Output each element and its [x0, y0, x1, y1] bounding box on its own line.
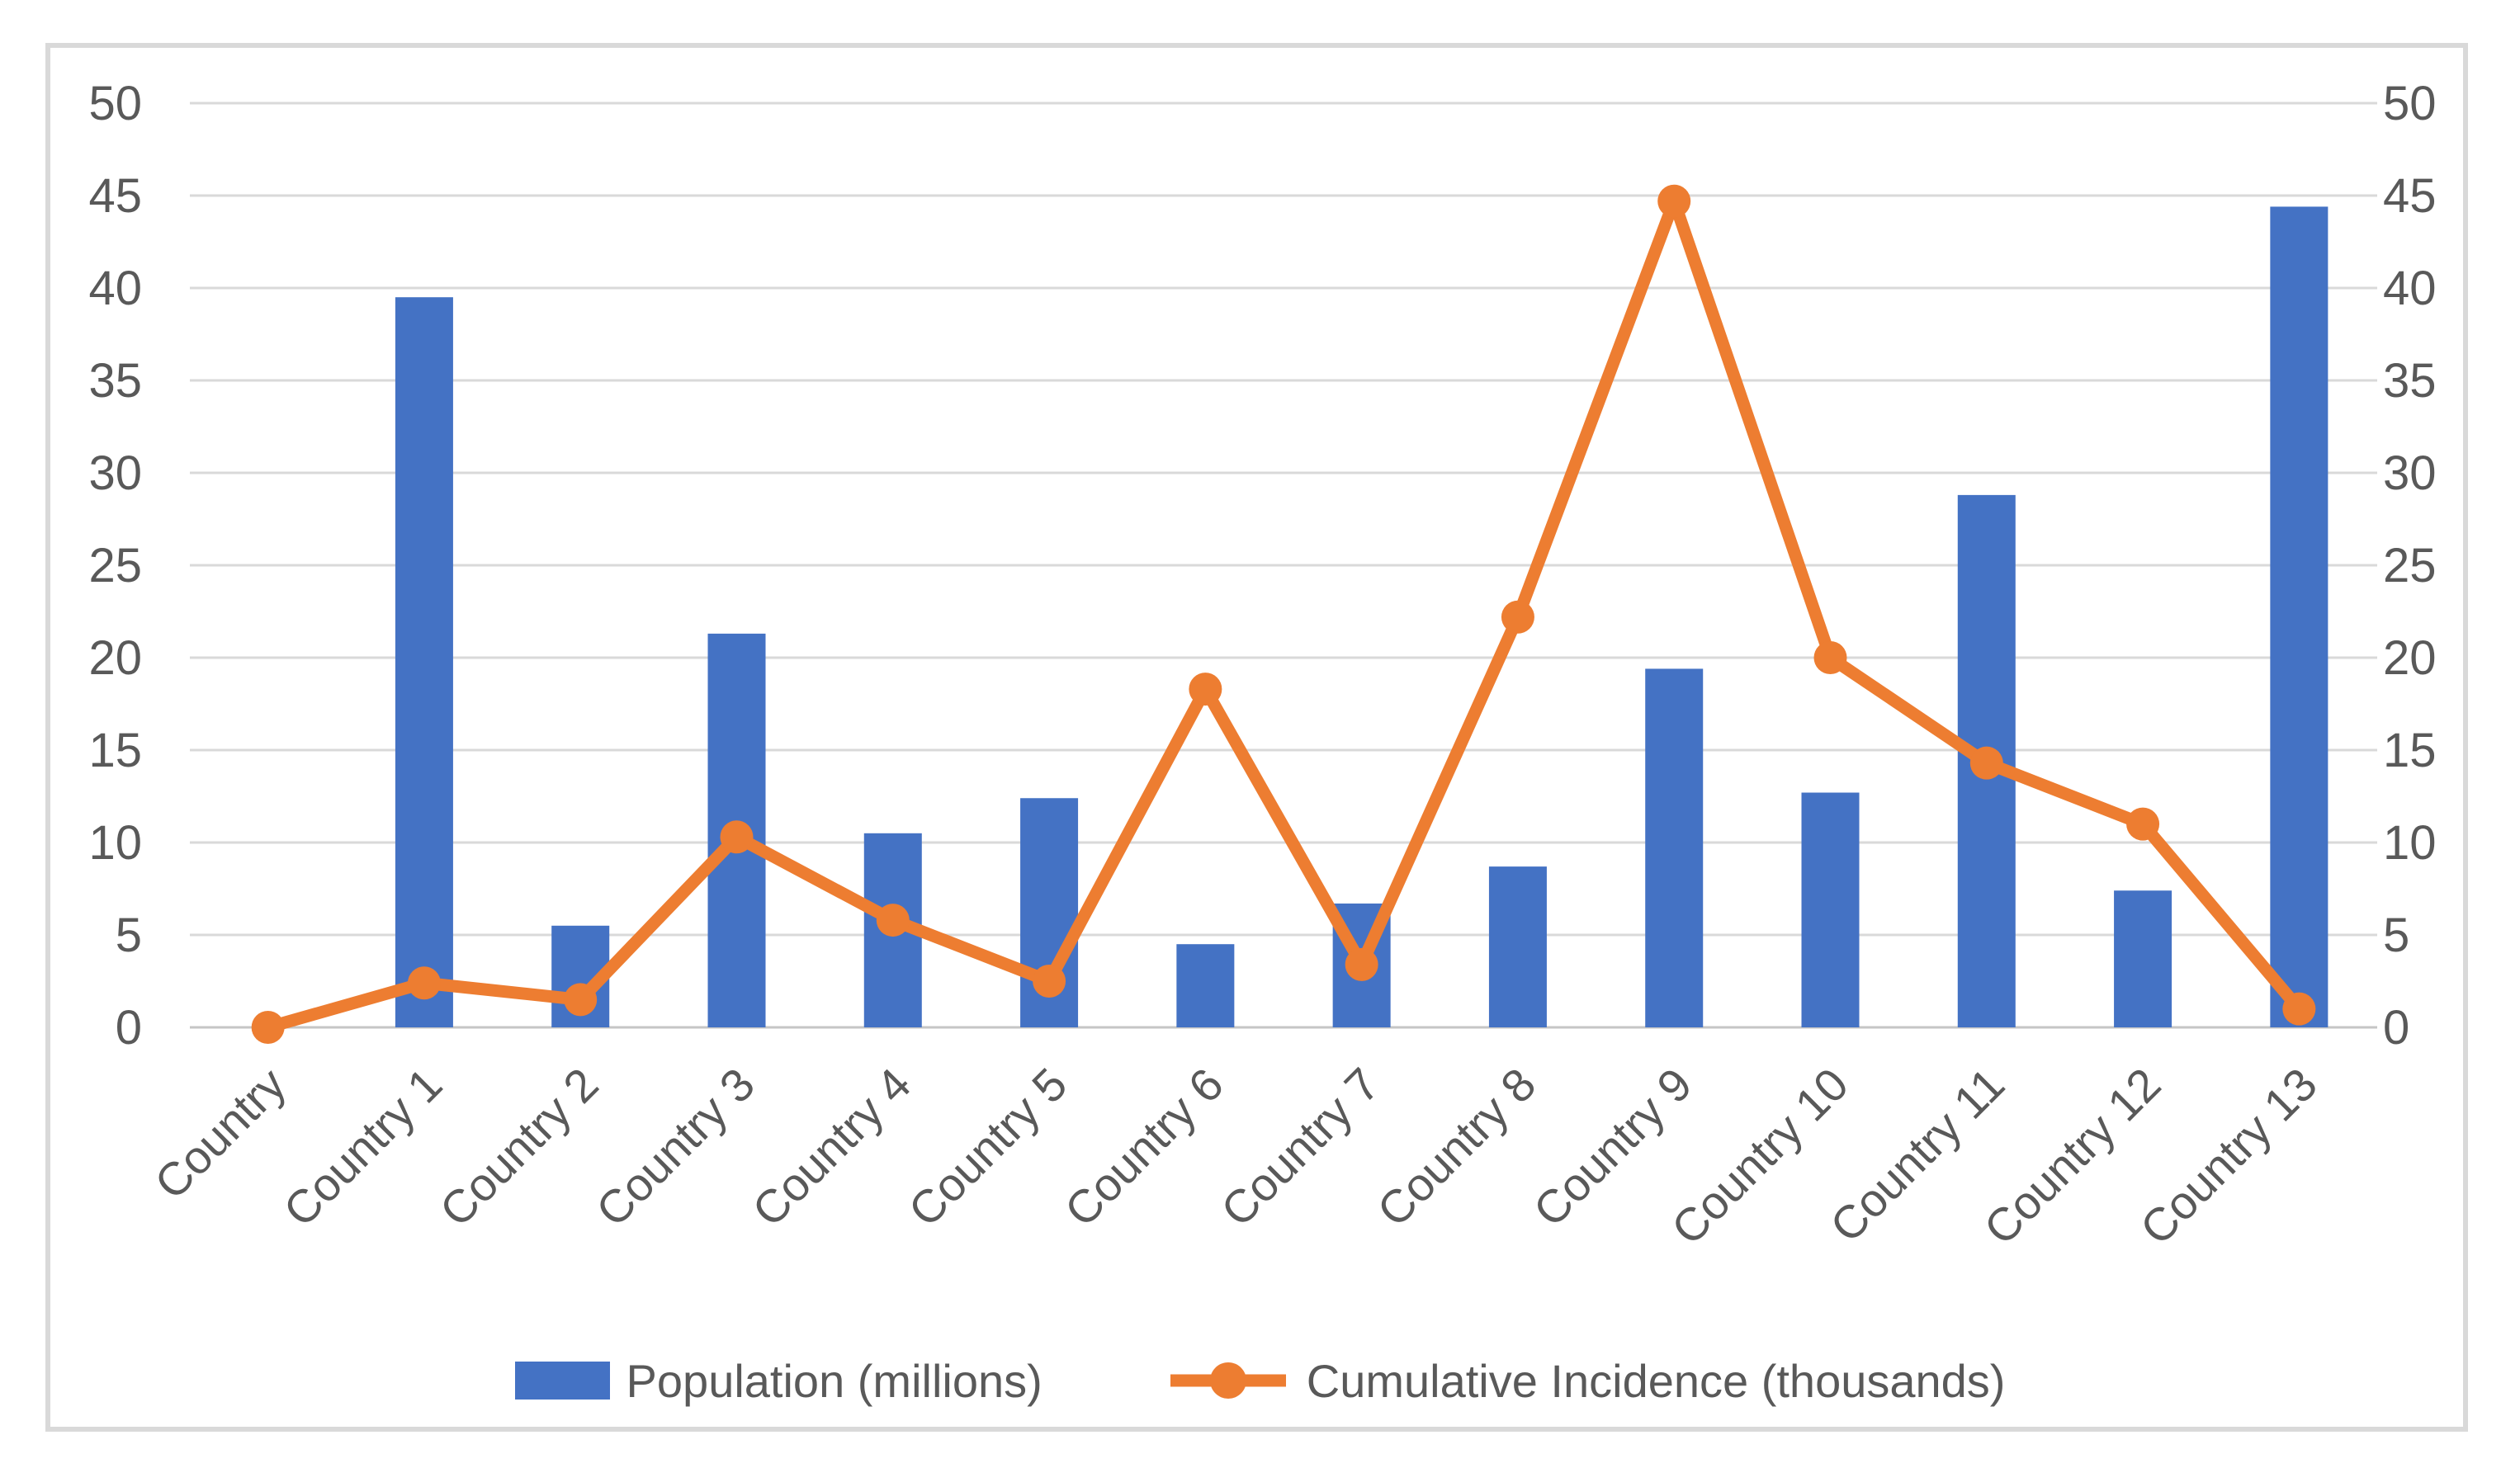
- line-marker-country-12: [2126, 807, 2160, 841]
- y-axis-left-tick-35: 35: [88, 354, 142, 408]
- y-axis-right-tick-25: 25: [2383, 539, 2437, 592]
- y-axis-right-tick-40: 40: [2383, 262, 2437, 315]
- line-marker-country-13: [2282, 992, 2316, 1026]
- legend: Population (millions) Cumulative Inciden…: [0, 1343, 2520, 1418]
- bar-series-swatch-icon: [514, 1362, 610, 1400]
- line-marker-country-6: [1189, 673, 1222, 706]
- line-marker-country-2: [564, 983, 598, 1017]
- x-category-label-country-4: Country 4: [742, 1058, 920, 1236]
- y-axis-left-tick-30: 30: [88, 446, 142, 500]
- x-category-label-country-7: Country 7: [1211, 1058, 1389, 1236]
- y-axis-left-tick-20: 20: [88, 631, 142, 685]
- y-axis-right-tick-35: 35: [2383, 354, 2437, 408]
- line-marker-country-1: [407, 966, 441, 1000]
- bar-country-13: [2270, 206, 2329, 1027]
- y-axis-right-tick-45: 45: [2383, 169, 2437, 223]
- legend-item-population: Population (millions): [514, 1354, 1043, 1408]
- y-axis-right-tick-0: 0: [2383, 1001, 2409, 1055]
- x-category-label-country-5: Country 5: [898, 1058, 1076, 1236]
- line-marker-country-8: [1501, 600, 1534, 634]
- legend-item-cumulative-incidence: Cumulative Incidence (thousands): [1166, 1354, 2006, 1408]
- line-series-swatch-icon: [1170, 1362, 1286, 1399]
- y-axis-right-tick-5: 5: [2383, 909, 2409, 962]
- x-category-label-country-1: Country 1: [273, 1058, 452, 1236]
- y-axis-right-tick-20: 20: [2383, 631, 2437, 685]
- y-axis-left-tick-0: 0: [116, 1001, 142, 1055]
- x-category-label-country-3: Country 3: [586, 1058, 764, 1236]
- y-axis-right-tick-30: 30: [2383, 446, 2437, 500]
- y-axis-left-tick-15: 15: [88, 724, 142, 777]
- line-marker-country-7: [1345, 947, 1378, 981]
- legend-label-population: Population (millions): [626, 1354, 1043, 1407]
- y-axis-right-tick-10: 10: [2383, 816, 2437, 870]
- y-axis-left-tick-40: 40: [88, 262, 142, 315]
- line-marker-country-9: [1657, 184, 1691, 218]
- x-category-label-country: Country: [144, 1058, 295, 1209]
- x-category-label-country-2: Country 2: [429, 1058, 608, 1236]
- line-marker-country: [251, 1011, 285, 1044]
- legend-label-cumulative-incidence: Cumulative Incidence (thousands): [1306, 1354, 2006, 1407]
- y-axis-left-tick-5: 5: [116, 909, 142, 962]
- y-axis-left-tick-50: 50: [88, 77, 142, 130]
- line-series-path: [262, 195, 2305, 1034]
- bar-country-10: [1801, 792, 1860, 1027]
- x-category-label-country-6: Country 6: [1055, 1058, 1233, 1236]
- y-axis-right-tick-15: 15: [2383, 724, 2437, 777]
- bar-country-6: [1176, 944, 1235, 1027]
- y-axis-left-tick-25: 25: [88, 539, 142, 592]
- line-marker-country-4: [876, 904, 910, 937]
- line-marker-country-5: [1033, 965, 1066, 998]
- x-category-label-country-8: Country 8: [1367, 1058, 1545, 1236]
- bar-country-9: [1645, 668, 1704, 1027]
- line-marker-country-10: [1813, 641, 1847, 674]
- bar-country-8: [1488, 866, 1547, 1027]
- y-axis-right-tick-50: 50: [2383, 77, 2437, 130]
- bar-country-12: [2114, 890, 2172, 1027]
- y-axis-left-tick-10: 10: [88, 816, 142, 870]
- y-axis-left-tick-45: 45: [88, 169, 142, 223]
- line-marker-country-11: [1969, 746, 2003, 780]
- bar-country-1: [395, 297, 453, 1027]
- line-marker-country-3: [720, 820, 754, 854]
